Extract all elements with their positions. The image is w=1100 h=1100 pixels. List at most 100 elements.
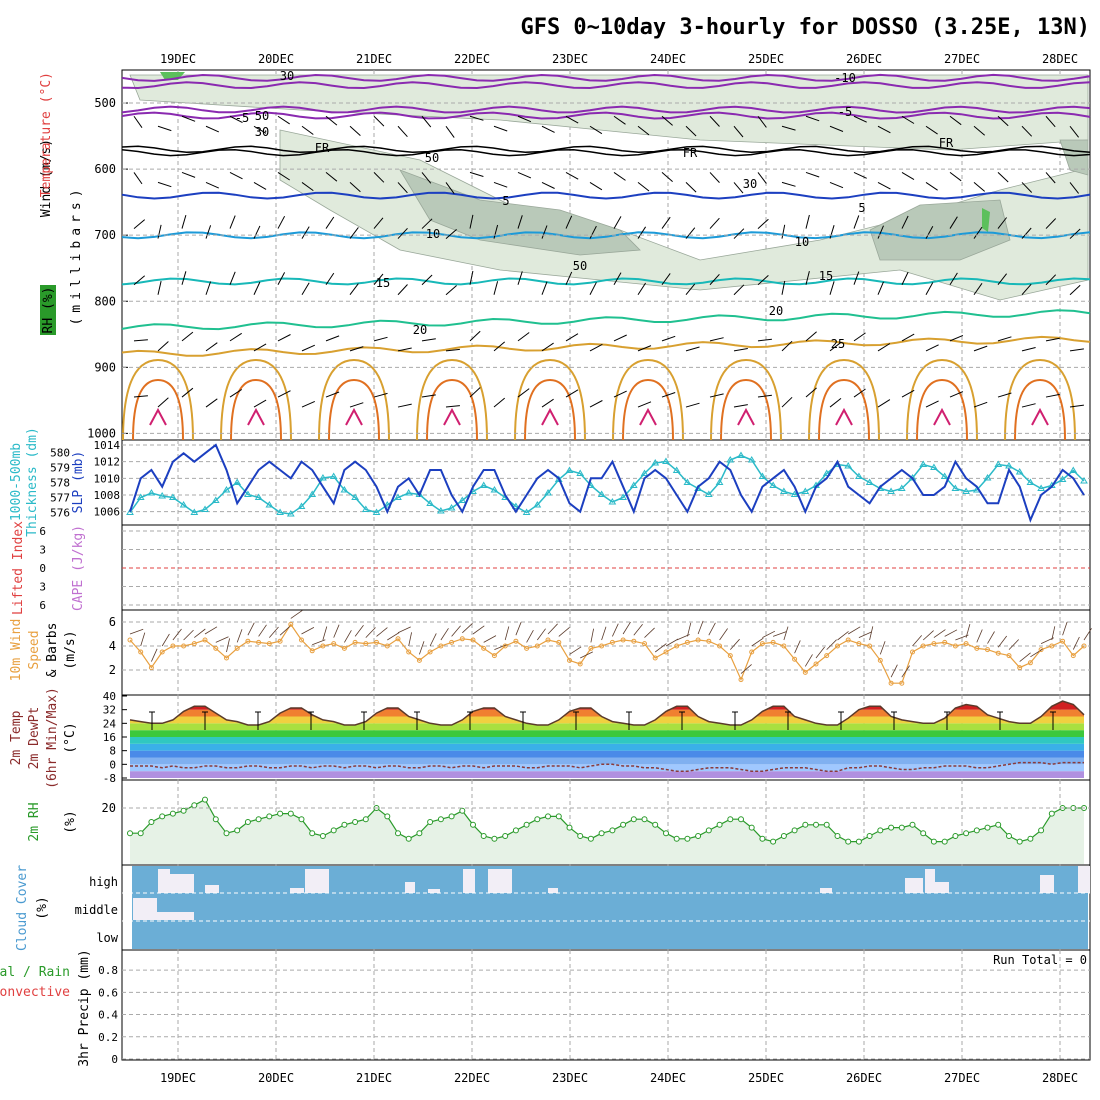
rh-point: [180, 807, 187, 814]
thickness-point: [962, 487, 970, 494]
top-date-axis: 19DEC 20DEC 21DEC 22DEC 23DEC 24DEC 25DEC 26DEC…: [160, 52, 1078, 66]
warm-contour: [710, 358, 782, 441]
wind-barb: [157, 125, 172, 132]
wind-barb: [709, 273, 720, 286]
minmax-bar: [361, 711, 367, 730]
rh-point: [319, 833, 326, 839]
wind-barb: [661, 172, 673, 182]
wind10-point: [663, 649, 669, 655]
wind10-point: [502, 643, 508, 649]
wind10-point: [631, 638, 637, 644]
wind-barb: [877, 281, 884, 295]
temp-band: [130, 730, 1084, 737]
temp-label-2: 2m DewPt: [27, 707, 42, 770]
wind10-point: [759, 641, 765, 647]
thickness-point: [919, 460, 928, 467]
wind-barb: [517, 171, 532, 179]
warm-contour: [720, 378, 772, 441]
wind-barb: [973, 283, 983, 296]
wind10-barb: [751, 637, 764, 647]
rh-point: [930, 838, 937, 845]
dewpoint-line: [130, 761, 1084, 772]
wind-barb: [805, 214, 810, 229]
temp-band: [130, 723, 1084, 731]
slp-line: [129, 443, 1085, 523]
minmax-bar: [414, 711, 420, 730]
wind-barb: [781, 340, 793, 352]
wind-barb: [1021, 227, 1032, 239]
wind10-point: [856, 641, 862, 647]
wind-barb: [997, 172, 1009, 183]
wind-barb: [253, 399, 267, 408]
wind-barb: [301, 282, 310, 295]
rh-point: [759, 835, 766, 842]
temp-band: [130, 771, 1084, 778]
rh-point: [362, 816, 369, 823]
wind-barb: [709, 337, 724, 342]
slp-tick: 1006: [94, 506, 121, 519]
lifted-index-panel: 6 3 0 3 6: [39, 525, 1090, 612]
rh-point: [148, 819, 155, 825]
cloud-gap: [170, 874, 194, 893]
wind10-barb: [590, 628, 594, 643]
wind-barb: [325, 172, 338, 182]
wind-barb: [133, 395, 148, 398]
isotherm-line: [121, 105, 1091, 114]
wind-barb: [685, 283, 696, 296]
cloud-gap: [1078, 866, 1090, 893]
wind10-point: [770, 639, 776, 645]
wind-barb: [229, 271, 236, 285]
wind-barb: [421, 218, 433, 229]
wind-barb: [901, 333, 915, 342]
rh-point: [1027, 835, 1034, 842]
wind-barb: [445, 229, 457, 239]
contour-label: 20: [413, 323, 427, 337]
temp-band: [130, 701, 1084, 710]
cloud-gap: [925, 869, 935, 893]
thickness-point: [640, 469, 649, 476]
wind-barb: [349, 402, 364, 408]
wind-barb: [1069, 404, 1084, 408]
thickness-point: [1080, 477, 1088, 484]
wind-barb: [373, 115, 385, 127]
rh-point: [1038, 827, 1045, 834]
wind-barb: [901, 215, 909, 229]
precip-axis-label: 3hr Precip (mm): [77, 949, 92, 1066]
wind10-point: [481, 645, 487, 651]
wind10-barb: [965, 623, 971, 638]
wind10-barb: [612, 623, 619, 637]
rh-point: [277, 810, 284, 817]
wind-barb: [349, 125, 361, 136]
rh-point: [1048, 810, 1055, 817]
rh-point: [770, 838, 777, 845]
rh-point: [587, 835, 594, 842]
thickness-point: [1058, 475, 1067, 482]
thickness-point: [855, 472, 863, 479]
wind-barb: [253, 125, 267, 134]
thickness-point: [619, 493, 627, 500]
warm-contour: [318, 358, 390, 441]
lifted-index-label: Lifted Index: [11, 521, 26, 615]
wind-barb: [445, 405, 460, 408]
wind-barb: [901, 171, 915, 181]
wind10-barb: [462, 623, 473, 634]
wind-barb: [397, 182, 408, 194]
wind-barb: [805, 270, 810, 285]
panel-frame-slp: [121, 439, 1091, 526]
wind10-barb: [740, 664, 752, 674]
temp-label-3: (6hr Min/Max): [45, 687, 60, 789]
wind-barb: [181, 387, 194, 398]
wind-barb: [949, 391, 964, 398]
wind-barb: [1021, 182, 1033, 193]
bottom-date-label: 23DEC: [552, 1071, 588, 1085]
contour-label: 10: [426, 227, 440, 241]
rh-point: [352, 819, 359, 825]
wind10-barb: [247, 622, 255, 636]
warm-contour: [524, 378, 576, 441]
thickness-point: [351, 493, 359, 500]
wind-barb: [493, 224, 499, 239]
wind-barb: [1045, 115, 1056, 128]
wind-barb: [349, 182, 361, 193]
warm-contour: [818, 378, 870, 441]
wind-barb: [517, 332, 530, 342]
